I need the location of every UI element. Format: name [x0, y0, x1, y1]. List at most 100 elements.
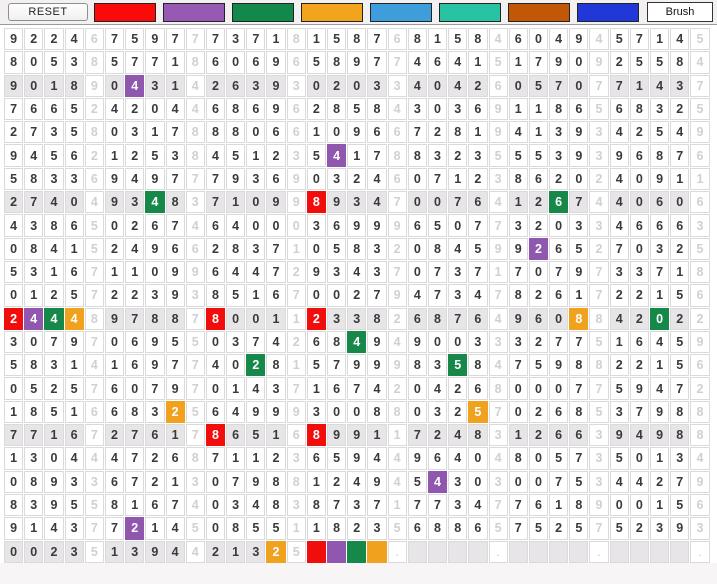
grid-cell[interactable]: 2	[629, 121, 649, 144]
grid-cell[interactable]: 1	[44, 74, 64, 97]
grid-cell[interactable]: 3	[488, 330, 508, 354]
grid-cell[interactable]: 5	[549, 447, 569, 470]
grid-cell[interactable]	[347, 540, 367, 563]
grid-cell[interactable]: 6	[549, 424, 569, 447]
grid-cell[interactable]: 3	[4, 330, 24, 354]
grid-cell[interactable]	[306, 540, 326, 563]
grid-cell[interactable]: 8	[629, 97, 649, 121]
grid-cell[interactable]: 6	[165, 447, 185, 470]
grid-cell[interactable]: 6	[468, 97, 488, 121]
grid-cell[interactable]: 0	[670, 191, 690, 214]
grid-cell[interactable]: 6	[690, 284, 710, 307]
grid-cell[interactable]: 3	[64, 517, 84, 540]
grid-cell[interactable]: 9	[286, 191, 306, 214]
grid-cell[interactable]: 5	[64, 493, 84, 517]
grid-cell[interactable]: 1	[468, 51, 488, 74]
grid-cell[interactable]: 0	[24, 540, 44, 563]
grid-cell[interactable]: 2	[528, 284, 549, 307]
grid-cell[interactable]: 6	[387, 167, 407, 191]
grid-cell[interactable]: 0	[407, 260, 427, 284]
grid-cell[interactable]: 1	[165, 470, 185, 493]
grid-cell[interactable]: 3	[650, 97, 670, 121]
grid-cell[interactable]: 8	[84, 121, 104, 144]
grid-cell[interactable]: 9	[226, 167, 246, 191]
grid-cell[interactable]: 7	[104, 28, 125, 51]
grid-cell[interactable]: 8	[205, 307, 226, 330]
grid-cell[interactable]: 8	[347, 28, 367, 51]
grid-cell[interactable]: 0	[427, 330, 448, 354]
grid-cell[interactable]: 4	[387, 97, 407, 121]
grid-cell[interactable]: 1	[104, 260, 125, 284]
grid-cell[interactable]: 7	[125, 307, 145, 330]
grid-cell[interactable]: 1	[145, 517, 165, 540]
grid-cell[interactable]: 8	[24, 354, 44, 377]
grid-cell[interactable]: 6	[246, 51, 266, 74]
grid-cell[interactable]: 0	[306, 167, 326, 191]
grid-cell[interactable]: 8	[448, 517, 468, 540]
grid-cell[interactable]: 4	[488, 447, 508, 470]
grid-cell[interactable]: 2	[145, 447, 165, 470]
grid-cell[interactable]: 4	[44, 517, 64, 540]
grid-cell[interactable]: 9	[609, 144, 629, 167]
grid-cell[interactable]: 5	[246, 424, 266, 447]
grid-cell[interactable]: 3	[246, 167, 266, 191]
grid-cell[interactable]: 1	[64, 237, 84, 260]
grid-cell[interactable]: 7	[427, 260, 448, 284]
grid-cell[interactable]: 4	[226, 260, 246, 284]
grid-cell[interactable]: 7	[407, 424, 427, 447]
grid-cell[interactable]: 7	[468, 260, 488, 284]
grid-cell[interactable]: 1	[387, 424, 407, 447]
grid-cell[interactable]: 6	[528, 493, 549, 517]
grid-cell[interactable]: 9	[367, 214, 387, 237]
grid-cell[interactable]: 2	[165, 400, 185, 424]
grid-cell[interactable]: 6	[650, 214, 670, 237]
grid-cell[interactable]: 8	[306, 493, 326, 517]
grid-cell[interactable]: 9	[549, 354, 569, 377]
grid-cell[interactable]: 4	[367, 191, 387, 214]
grid-cell[interactable]: 6	[427, 447, 448, 470]
grid-cell[interactable]: 7	[84, 424, 104, 447]
grid-cell[interactable]: 9	[407, 447, 427, 470]
grid-cell[interactable]: 3	[226, 330, 246, 354]
grid-cell[interactable]: 3	[64, 51, 84, 74]
grid-cell[interactable]: 8	[508, 284, 528, 307]
grid-cell[interactable]: 9	[145, 354, 165, 377]
grid-cell[interactable]: 3	[185, 284, 205, 307]
grid-cell[interactable]: 8	[569, 400, 589, 424]
grid-cell[interactable]: 6	[246, 97, 266, 121]
grid-cell[interactable]: 0	[508, 74, 528, 97]
grid-cell[interactable]: 9	[569, 260, 589, 284]
grid-cell[interactable]: 1	[670, 260, 690, 284]
grid-cell[interactable]: 9	[84, 74, 104, 97]
grid-cell[interactable]: 7	[327, 493, 347, 517]
grid-cell[interactable]: 0	[44, 447, 64, 470]
grid-cell[interactable]: 0	[104, 214, 125, 237]
grid-cell[interactable]: 7	[84, 260, 104, 284]
grid-cell[interactable]: 6	[266, 121, 286, 144]
grid-cell[interactable]: 0	[528, 470, 549, 493]
grid-cell[interactable]: 3	[448, 493, 468, 517]
grid-cell[interactable]: 4	[84, 447, 104, 470]
grid-cell[interactable]: 2	[629, 307, 649, 330]
grid-cell[interactable]: 5	[266, 517, 286, 540]
grid-cell[interactable]: 3	[286, 74, 306, 97]
grid-cell[interactable]: 4	[488, 191, 508, 214]
grid-cell[interactable]: 9	[327, 424, 347, 447]
grid-cell[interactable]: 7	[569, 377, 589, 400]
swatch-brown[interactable]	[508, 2, 570, 22]
grid-cell[interactable]: 1	[4, 400, 24, 424]
grid-cell[interactable]: 8	[427, 307, 448, 330]
grid-cell[interactable]: 2	[104, 237, 125, 260]
grid-cell[interactable]: 2	[609, 284, 629, 307]
grid-cell[interactable]: 7	[367, 493, 387, 517]
grid-cell[interactable]	[508, 540, 528, 563]
grid-cell[interactable]: 7	[104, 517, 125, 540]
grid-cell[interactable]: 7	[286, 377, 306, 400]
grid-cell[interactable]: 6	[104, 400, 125, 424]
grid-cell[interactable]: 2	[347, 167, 367, 191]
grid-cell[interactable]: 2	[670, 97, 690, 121]
grid-cell[interactable]: 6	[306, 330, 326, 354]
grid-cell[interactable]: 3	[670, 447, 690, 470]
grid-cell[interactable]: 8	[84, 307, 104, 330]
grid-cell[interactable]: 6	[387, 28, 407, 51]
